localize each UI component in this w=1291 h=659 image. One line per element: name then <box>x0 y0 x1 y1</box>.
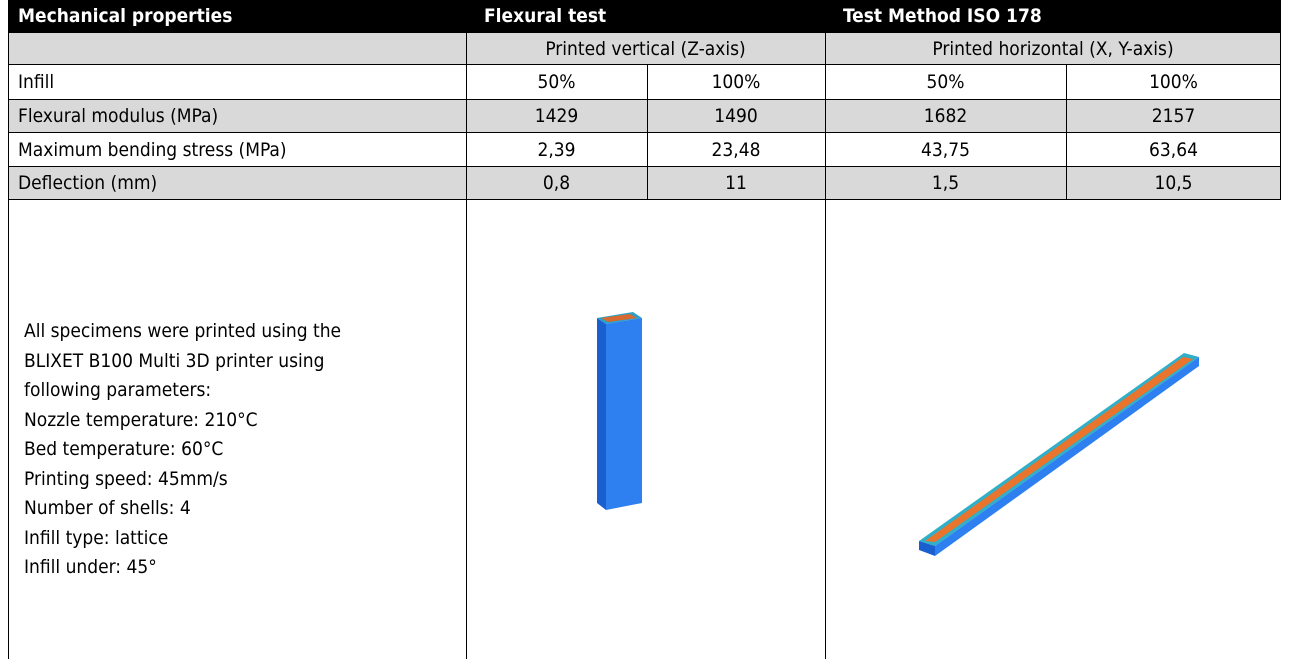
page: Mechanical properties Flexural test Test… <box>0 0 1291 659</box>
vertical-side <box>597 318 606 510</box>
grid-line <box>825 33 826 659</box>
grid-line <box>8 166 1281 167</box>
grid-line <box>1066 65 1067 200</box>
grid-line <box>466 33 467 659</box>
grid-line <box>647 65 648 200</box>
horizontal-infill <box>925 357 1193 542</box>
grid-line <box>8 132 1281 133</box>
grid-line <box>8 199 1281 200</box>
grid-line <box>1280 33 1281 200</box>
grid-line <box>8 64 1281 65</box>
grid-line <box>8 33 9 659</box>
horizontal-side <box>935 357 1199 556</box>
vertical-front <box>606 318 642 510</box>
grid-line <box>8 99 1281 100</box>
